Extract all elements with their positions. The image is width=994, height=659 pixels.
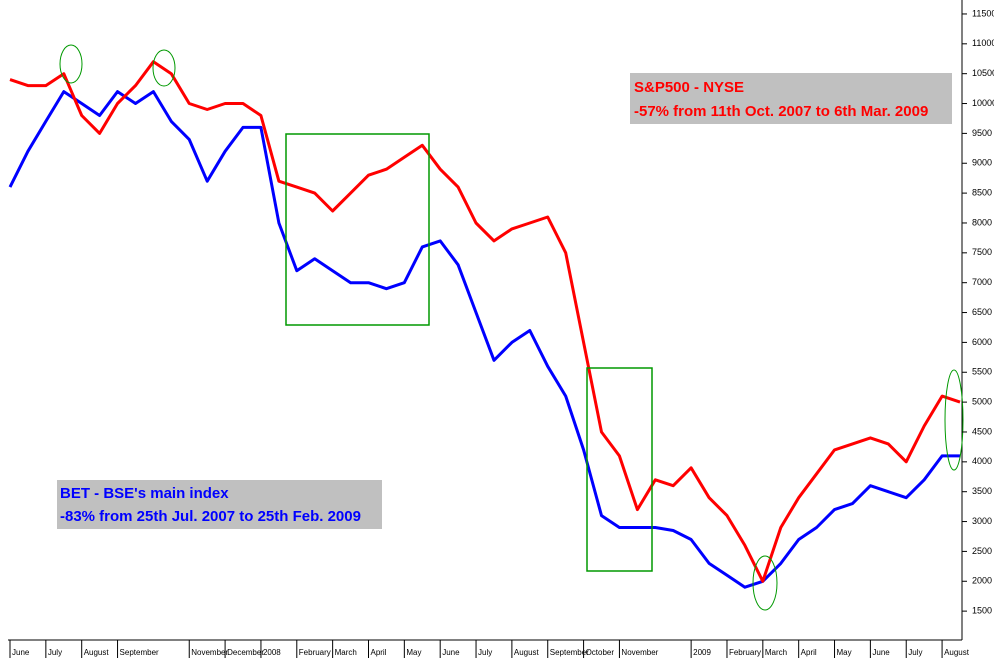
y-tick-label: 1500 [972, 606, 992, 616]
y-tick-label: 2500 [972, 546, 992, 556]
y-tick-label: 11500 [972, 8, 994, 18]
x-tick-label: May [837, 648, 852, 657]
y-tick-label: 11000 [972, 38, 994, 48]
x-tick-label: June [12, 648, 30, 657]
highlight-circle [152, 49, 176, 87]
x-tick-label: September [120, 648, 159, 657]
highlight-circle [752, 555, 778, 611]
y-tick-label: 3000 [972, 516, 992, 526]
y-tick-label: 6500 [972, 307, 992, 317]
x-tick-label: July [48, 648, 62, 657]
annotation-box [57, 480, 382, 529]
x-tick-label: May [406, 648, 421, 657]
x-tick-label: September [550, 648, 589, 657]
y-tick-label: 10000 [972, 98, 994, 108]
y-tick-label: 7500 [972, 247, 992, 257]
x-tick-label: March [765, 648, 787, 657]
x-tick-label: 2009 [693, 648, 711, 657]
y-tick-label: 9000 [972, 158, 992, 168]
y-tick-label: 5000 [972, 396, 992, 406]
highlight-circle [944, 369, 964, 471]
y-tick-label: 4000 [972, 456, 992, 466]
x-tick-label: July [908, 648, 922, 657]
y-tick-label: 3500 [972, 486, 992, 496]
y-tick-label: 7000 [972, 277, 992, 287]
x-tick-label: November [191, 648, 228, 657]
x-tick-label: August [84, 648, 110, 657]
x-tick-label: December [227, 648, 264, 657]
x-tick-label: July [478, 648, 492, 657]
x-tick-label: March [335, 648, 357, 657]
y-tick-label: 8500 [972, 187, 992, 197]
annotation: S&P500 - NYSE [634, 79, 744, 96]
annotation: -83% from 25th Jul. 2007 to 25th Feb. 20… [60, 508, 361, 525]
annotation: -57% from 11th Oct. 2007 to 6th Mar. 200… [634, 103, 928, 120]
annotation: BET - BSE's main index [60, 485, 229, 502]
highlight-box [285, 133, 430, 326]
highlight-box [586, 367, 653, 572]
y-tick-label: 8000 [972, 217, 992, 227]
x-tick-label: June [872, 648, 890, 657]
highlight-circle [59, 44, 83, 84]
annotation-box [630, 73, 952, 124]
series-line [9, 60, 961, 583]
x-tick-label: 2008 [263, 648, 281, 657]
y-tick-label: 2000 [972, 576, 992, 586]
x-tick-label: February [299, 648, 331, 657]
plot [8, 60, 961, 589]
x-tick-label: August [514, 648, 540, 657]
x-tick-label: June [442, 648, 460, 657]
y-tick-label: 4500 [972, 426, 992, 436]
y-tick-label: 6000 [972, 337, 992, 347]
y-tick-label: 5500 [972, 367, 992, 377]
x-tick-label: October [586, 648, 615, 657]
x-tick-label: August [944, 648, 970, 657]
series-line [8, 90, 960, 589]
x-tick-label: April [370, 648, 386, 657]
x-tick-label: April [801, 648, 817, 657]
y-tick-label: 9500 [972, 128, 992, 138]
x-tick-label: November [621, 648, 658, 657]
y-tick-label: 10500 [972, 68, 994, 78]
x-tick-label: February [729, 648, 761, 657]
